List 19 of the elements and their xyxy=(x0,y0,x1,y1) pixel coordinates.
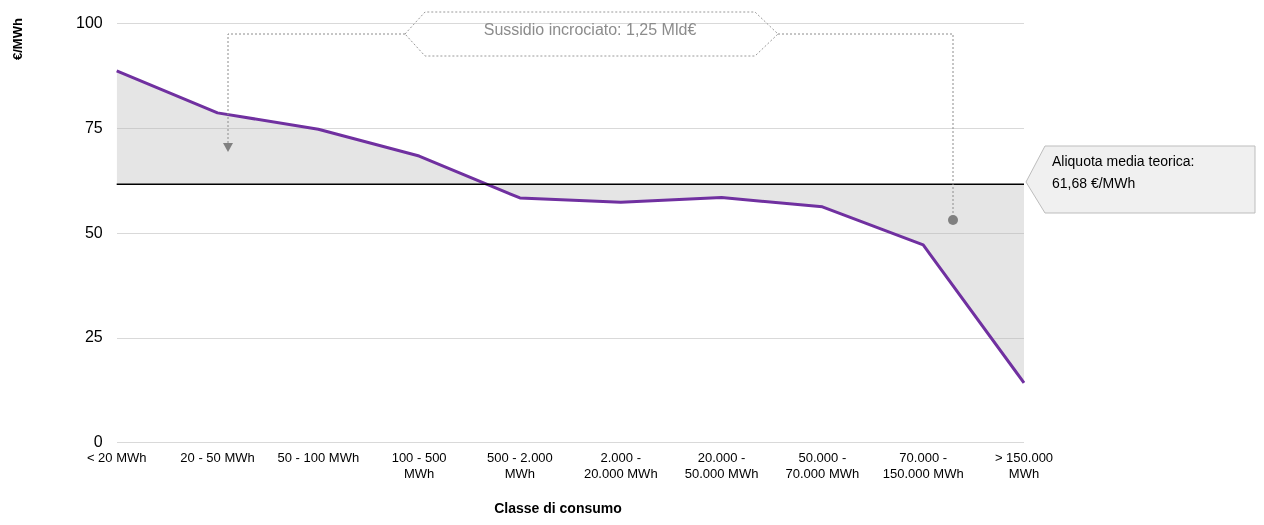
x-axis-title: Classe di consumo xyxy=(493,500,623,516)
y-tick-label: 50 xyxy=(84,223,103,241)
x-tick-label: 70.000 - 150.000 MWh xyxy=(882,450,964,481)
y-tick-label: 0 xyxy=(93,433,103,451)
x-tick-label: > 150.000 MWh xyxy=(994,450,1054,481)
x-tick-label: 100 - 500 MWh xyxy=(391,450,447,481)
y-axis-title: €/MWh xyxy=(10,18,25,60)
y-tick-label: 75 xyxy=(84,118,103,136)
x-tick-label: 50 - 100 MWh xyxy=(277,450,360,466)
x-tick-label: 500 - 2.000 MWh xyxy=(487,450,553,481)
annotation: Sussidio incrociato: 1,25 Mld€ xyxy=(482,20,698,40)
ref-line-label: Aliquota media teorica: 61,68 €/MWh xyxy=(1052,152,1195,193)
y-tick-label: 100 xyxy=(75,14,103,32)
x-tick-label: 50.000 - 70.000 MWh xyxy=(785,450,860,481)
x-tick-label: 2.000 - 20.000 MWh xyxy=(583,450,658,481)
x-tick-label: 20.000 - 50.000 MWh xyxy=(684,450,759,481)
y-tick-label: 25 xyxy=(84,328,103,346)
x-tick-label: 20 - 50 MWh xyxy=(180,450,255,466)
x-tick-label: < 20 MWh xyxy=(86,450,147,466)
